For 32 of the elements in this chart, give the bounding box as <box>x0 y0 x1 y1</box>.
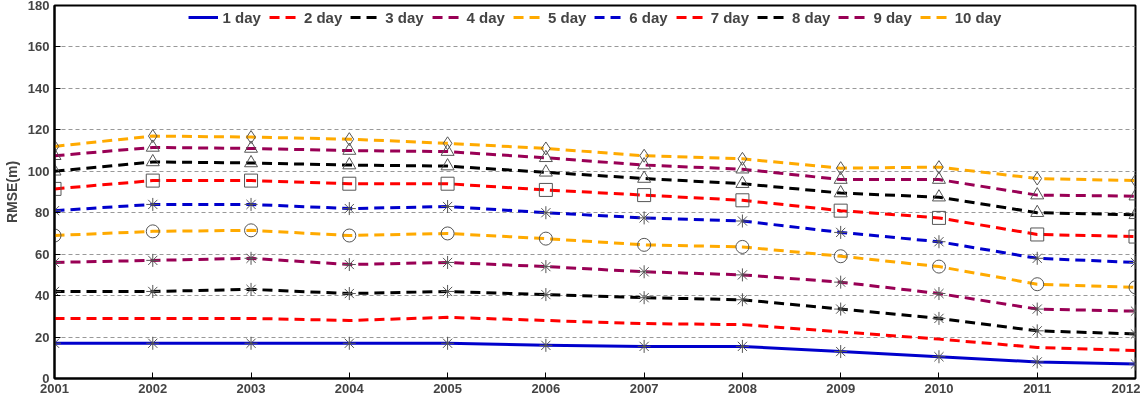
legend-label: 4 day <box>466 8 505 26</box>
x-tick-label: 2011 <box>1023 380 1052 396</box>
legend-label: 6 day <box>629 8 668 26</box>
legend-label: 2 day <box>303 8 343 26</box>
x-tick-label: 2003 <box>236 380 266 396</box>
y-tick-label: 100 <box>27 163 50 179</box>
x-tick-label: 2002 <box>138 380 168 396</box>
y-tick-label: 40 <box>35 288 50 304</box>
x-tick-label: 2004 <box>334 380 365 396</box>
x-tick-label: 2007 <box>629 380 659 396</box>
legend-label: 10 day <box>954 8 1002 26</box>
x-tick-label: 2009 <box>826 380 856 396</box>
legend-label: 8 day <box>792 8 831 26</box>
y-tick-label: 160 <box>27 39 50 55</box>
y-tick-label: 180 <box>27 0 50 13</box>
x-tick-label: 2005 <box>433 380 463 396</box>
legend-label: 3 day <box>385 8 424 26</box>
x-tick-label: 2010 <box>924 380 954 396</box>
y-tick-label: 120 <box>27 122 50 138</box>
y-tick-label: 60 <box>35 246 50 262</box>
legend-label: 5 day <box>547 8 587 26</box>
legend-label: 1 day <box>222 8 261 26</box>
y-tick-label: 20 <box>35 329 50 345</box>
legend-label: 9 day <box>873 8 912 26</box>
y-tick-label: 80 <box>35 205 50 221</box>
legend-label: 7 day <box>710 8 750 26</box>
x-tick-label: 2008 <box>727 380 757 396</box>
x-tick-label: 2006 <box>531 380 561 396</box>
y-axis-title: RMSE(m) <box>3 160 20 224</box>
y-tick-label: 140 <box>27 80 50 96</box>
x-tick-label: 2012 <box>1111 380 1141 396</box>
line-series <box>54 315 1136 353</box>
